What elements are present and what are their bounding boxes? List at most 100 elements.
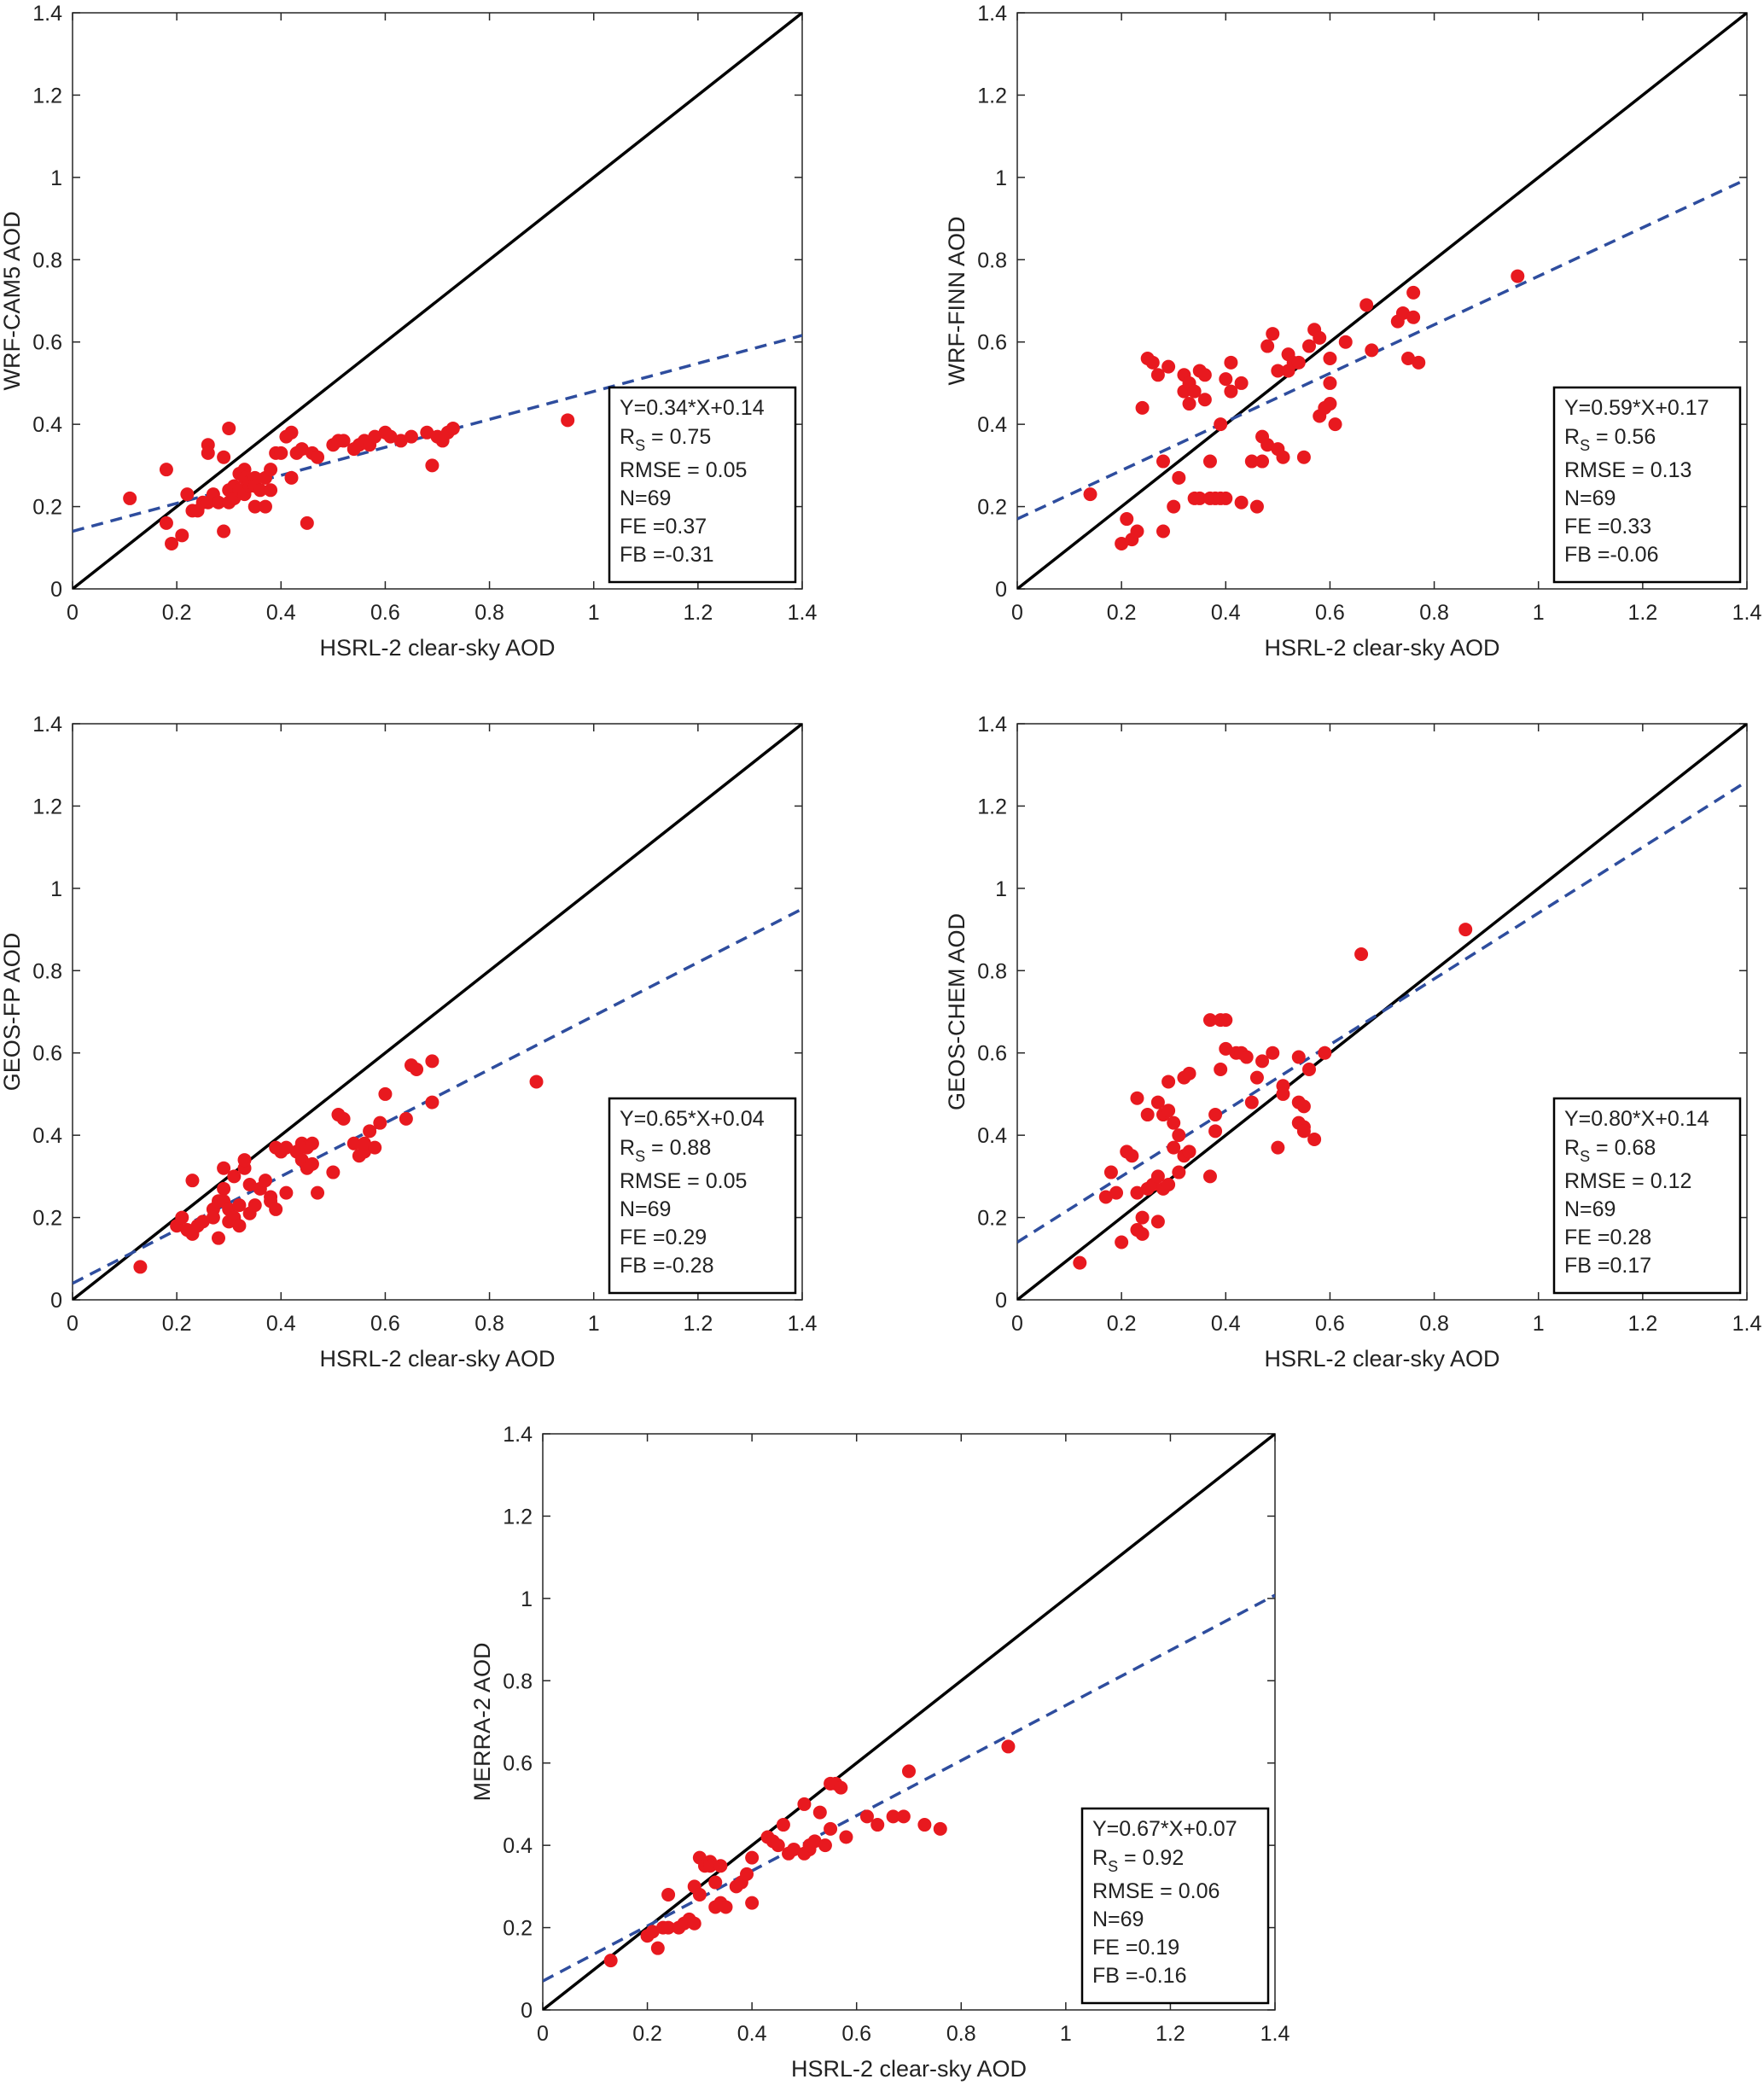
data-point [1234,495,1249,510]
data-point [1291,1050,1306,1064]
x-tick-label: 1.2 [1627,1312,1657,1336]
x-tick-label: 0.4 [266,1312,296,1336]
data-point [1266,1046,1280,1060]
data-point [222,421,236,435]
data-point [1182,1066,1196,1080]
y-tick-label: 0.6 [977,331,1007,355]
y-axis-label: WRF-FINN AOD [944,217,969,386]
data-point [1244,1095,1259,1110]
x-tick-label: 0.2 [162,1312,192,1336]
data-point [1260,438,1275,452]
data-point [824,1821,838,1836]
data-point [201,446,215,460]
data-point [1296,1124,1311,1139]
y-tick-label: 0 [50,578,62,602]
stat-rs-subscript: S [1108,1858,1118,1875]
data-point [1167,499,1181,514]
x-axis-label: HSRL-2 clear-sky AOD [1264,1346,1499,1372]
y-axis-label: WRF-CAM5 AOD [0,211,25,390]
data-point [1318,1046,1332,1060]
data-point [650,1941,665,1955]
data-point [358,1136,371,1150]
x-tick-label: 0 [1011,1312,1023,1336]
x-tick-label: 1.4 [1732,601,1762,625]
data-point [1182,1145,1196,1159]
data-point [1172,1165,1186,1179]
stat-rs-symbol: R [1564,1136,1580,1160]
stats-box [1552,386,1742,584]
data-point [1135,1210,1150,1225]
data-point [373,1115,387,1130]
y-tick-label: 0.4 [977,1124,1007,1148]
y-tick-label: 1 [50,166,62,190]
stat-rs-symbol: R [620,1136,635,1160]
data-point [232,1219,247,1233]
data-point [247,499,262,514]
data-point [1266,327,1280,341]
x-tick-label: 0.8 [474,601,504,625]
x-tick-label: 1 [588,1312,600,1336]
y-tick-label: 1.4 [32,2,62,26]
axes-box [72,723,803,1301]
data-point [1150,1214,1165,1229]
data-point [1412,355,1426,370]
data-point [185,1174,200,1188]
stat-rs-symbol: R [1092,1846,1108,1870]
data-point [1511,269,1525,283]
data-point [425,1095,440,1110]
data-point [1224,384,1238,399]
data-point [133,1260,148,1274]
y-tick-label: 0.2 [977,496,1007,520]
stat-line: FB =-0.06 [1564,543,1658,567]
y-tick-label: 1.2 [503,1505,533,1529]
data-point [1197,393,1212,407]
data-point [159,515,173,530]
y-tick-label: 0 [521,1999,533,2023]
chart-panel-2: 0 0.2 0.4 0.6 0.8 1 1.2 1.4 0 0.2 0.4 0.6 0.8 1 1.2 1.4… [944,2,1761,661]
x-tick-label: 0.6 [370,1312,400,1336]
data-point [1271,364,1285,378]
data-point [336,434,351,448]
data-point [300,515,314,530]
x-tick-label: 0 [1011,601,1023,625]
data-point [274,446,288,460]
data-point [1156,524,1170,539]
stats-box [1080,1807,1270,2005]
stat-line: FE =0.37 [620,515,707,539]
y-tick-label: 0.2 [977,1207,1007,1231]
data-point [305,1156,319,1171]
identity-line [73,724,802,1300]
data-point [368,429,382,444]
data-point [368,1140,382,1155]
stat-rs-value: = 0.68 [1590,1136,1656,1160]
y-tick-label: 1.4 [977,713,1007,737]
stat-line: FB =-0.28 [620,1254,713,1278]
data-point [175,528,189,543]
y-tick-label: 1.4 [977,2,1007,26]
identity-line [543,1434,1275,2010]
stat-line: N=69 [1564,486,1616,510]
stat-rs-symbol: R [1564,425,1580,449]
y-tick-label: 0.8 [503,1669,533,1693]
identity-line [1017,13,1747,589]
data-point [1161,1104,1176,1118]
data-point [1172,1128,1186,1143]
data-point [217,1161,231,1175]
data-point [1296,1099,1311,1114]
identity-line [73,13,802,589]
data-point [1202,454,1217,469]
data-point [1130,1091,1144,1105]
stat-line: N=69 [1564,1197,1616,1221]
y-tick-label: 1 [521,1587,533,1611]
data-point [933,1821,947,1836]
data-point [1255,1054,1270,1069]
y-tick-label: 0.6 [977,1042,1007,1066]
x-tick-label: 0.4 [737,2022,767,2046]
stat-line: RMSE = 0.13 [1564,458,1691,482]
data-point [1323,397,1337,411]
data-point [264,483,278,498]
data-point [692,1888,707,1902]
x-tick-label: 0 [67,601,79,625]
data-point [1365,343,1379,358]
stat-rs: RS = 0.68 [1564,1136,1656,1165]
